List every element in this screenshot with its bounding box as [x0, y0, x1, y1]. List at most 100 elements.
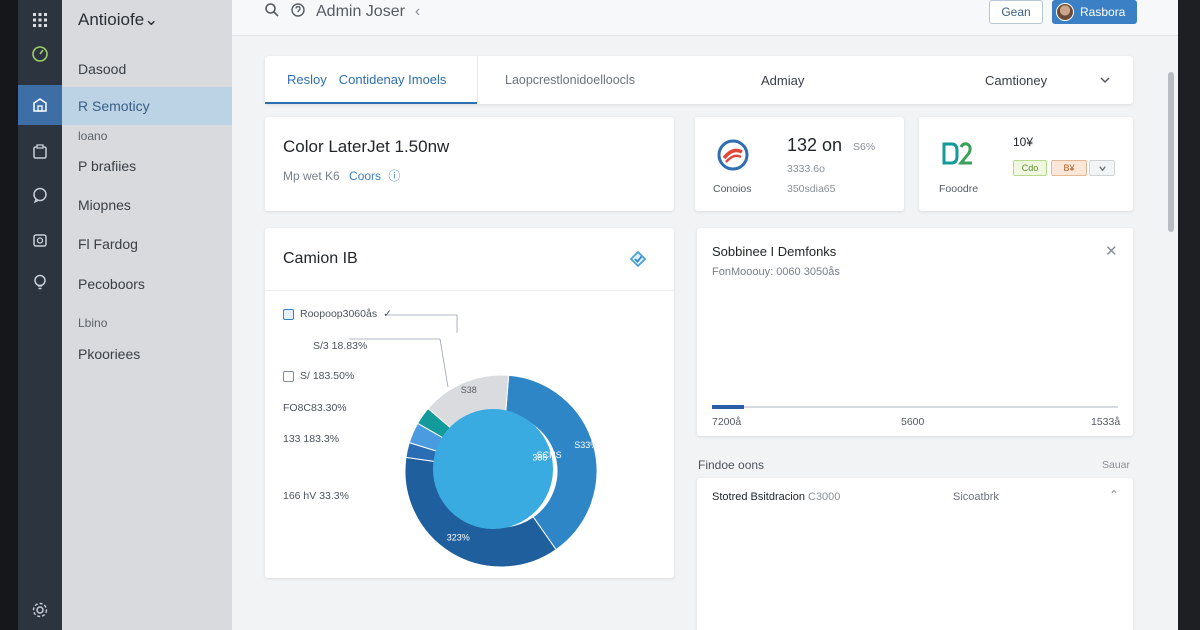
nav-sidebar: Antioiofe⌄ Dasood R Semoticy loano P bra…: [62, 0, 232, 630]
pie-title: Camion IB: [283, 250, 358, 267]
range-min-label: 7200å: [712, 416, 742, 428]
list-item-title[interactable]: Stotred Bsitdracion C3000: [712, 491, 840, 503]
range-slider[interactable]: [712, 405, 1118, 409]
product-card: Color LaterJet 1.50nw Mp wet K6 Coors ⓘ: [265, 117, 674, 211]
legend-item[interactable]: Roopoop3060ås ✓: [283, 308, 392, 320]
tab-divider: [477, 56, 478, 104]
list-item-title-text: Stotred Bsitdracion: [712, 491, 805, 503]
nav-item-funding[interactable]: Fl Fardog: [78, 236, 138, 252]
user-button[interactable]: Rasbora: [1052, 0, 1137, 24]
check-icon: ✓: [383, 308, 392, 320]
icon-rail: [18, 0, 62, 630]
gauge-icon[interactable]: [18, 34, 62, 74]
stat-caption: Fooodre: [939, 183, 979, 195]
stat-badge: S6%: [853, 141, 876, 153]
pie-data-label: 323%: [447, 533, 470, 543]
section-link[interactable]: Sauar: [1102, 459, 1131, 471]
nav-item-dashboard[interactable]: Dasood: [78, 61, 127, 77]
info-icon[interactable]: ⓘ: [388, 169, 401, 183]
stat-caption: Conoios: [713, 183, 752, 195]
stat-card-fooodre: 10¥ Cdo B¥ Fooodre: [919, 117, 1133, 211]
avatar: [1056, 3, 1074, 21]
refresh-icon[interactable]: [627, 248, 649, 275]
tab-bar: Resloy Contidenay Imoels Laopcrestlonido…: [265, 56, 1133, 104]
legend-checkbox[interactable]: [283, 308, 294, 320]
device-bezel-right: [1178, 0, 1200, 630]
range-subtitle: FonMooouy: 0060 3050ås: [712, 266, 840, 278]
range-mid-label: 5600: [901, 416, 925, 428]
status-chip-orange[interactable]: B¥: [1051, 160, 1087, 176]
pie-data-label: S33%: [574, 440, 598, 450]
pie-data-label: 388: [532, 452, 547, 462]
list-card: Stotred Bsitdracion C3000 Sicoatbrk ⌃: [697, 478, 1133, 630]
legend-item[interactable]: FO8C83.30%: [283, 402, 347, 414]
stat-sub: 3333.6o: [787, 163, 825, 175]
nav-item-profiles[interactable]: P brafiies: [78, 158, 137, 174]
chip-dropdown[interactable]: [1089, 160, 1115, 176]
grid-icon[interactable]: [18, 0, 62, 40]
range-max-label: 1533å: [1091, 416, 1121, 428]
product-meta: Mp wet K6 Coors ⓘ: [283, 167, 400, 184]
chevron-down-icon[interactable]: [1099, 56, 1111, 104]
building-icon[interactable]: [18, 85, 62, 125]
legend-label: S/3 18.83%: [313, 340, 368, 352]
gean-button[interactable]: Gean: [989, 0, 1043, 24]
scrollbar[interactable]: [1168, 72, 1174, 232]
stat-card-conoios: 132 on S6% 3333.6o Conoios 350sdia65: [695, 117, 904, 211]
app-title[interactable]: Antioiofe⌄: [78, 10, 159, 29]
nav-section-label: Lbino: [78, 316, 108, 330]
page-title: Admin Joser: [316, 3, 405, 20]
leader-line: [439, 338, 449, 388]
chevron-left-icon[interactable]: ‹: [414, 3, 421, 20]
tab-active[interactable]: Resloy Contidenay Imoels: [265, 56, 477, 104]
clipboard-icon[interactable]: [18, 132, 62, 172]
pie-chart-card: Camion IB SCHS 388 S38 323% S33% Roopoop3060…: [265, 228, 674, 578]
product-link[interactable]: Coors: [349, 169, 382, 183]
legend-item[interactable]: S/3 18.83%: [313, 340, 367, 352]
product-title: Color LaterJet 1.50nw: [283, 137, 450, 156]
stat-value: 132 on: [787, 135, 843, 155]
chevron-down-icon: [1098, 165, 1106, 171]
tab-label: Contidenay Imoels: [338, 71, 447, 87]
main-content: Admin Joser ‹ Gean Rasbora Resloy Contid…: [232, 0, 1178, 630]
tab-item[interactable]: Laopcrestlonidoelloocls: [505, 73, 635, 87]
chat-icon[interactable]: [18, 175, 62, 215]
nav-item-messages[interactable]: Miopnes: [78, 197, 131, 213]
help-icon[interactable]: [290, 2, 306, 23]
status-chip-green[interactable]: Cdo: [1013, 160, 1047, 176]
tab-item[interactable]: Admiay: [761, 72, 805, 88]
pie-slice[interactable]: [504, 374, 598, 551]
legend-item[interactable]: 166 hV 33.3%: [283, 490, 349, 502]
nav-item-resources[interactable]: Pecoboors: [78, 276, 145, 292]
legend-label: Roopoop3060ås: [300, 308, 378, 320]
legend-label: 133 183.3%: [283, 433, 340, 445]
section-heading: Findoe oons: [698, 458, 765, 472]
legend-label: S/ 183.50%: [300, 370, 355, 382]
nav-item-security[interactable]: R Semoticy: [62, 87, 232, 125]
legend-item[interactable]: 133 183.3%: [283, 433, 339, 445]
search-icon[interactable]: [264, 2, 280, 23]
user-button-label: Rasbora: [1080, 5, 1126, 19]
range-title: Sobbinee I Demfonks: [712, 244, 837, 259]
pie-center: [433, 409, 553, 529]
legend-checkbox[interactable]: [283, 370, 294, 382]
settings-icon[interactable]: [18, 590, 62, 630]
lightbulb-icon[interactable]: [18, 262, 62, 302]
breadcrumb: Admin Joser ‹: [264, 0, 420, 24]
pie-data-label: S38: [461, 385, 477, 395]
nav-item-priorities[interactable]: Pkooriees: [78, 346, 141, 362]
tab-item[interactable]: Camtioney: [985, 72, 1048, 88]
stat-top: 10¥: [1013, 135, 1034, 149]
pie-data-label: SCHS: [537, 450, 562, 460]
close-icon[interactable]: ✕: [1105, 243, 1118, 260]
range-card: Sobbinee I Demfonks FonMooouy: 0060 3050…: [697, 228, 1133, 436]
device-bezel-left: [0, 0, 18, 630]
legend-label: FO8C83.30%: [283, 402, 347, 414]
list-item-title-muted: C3000: [808, 491, 841, 503]
camera-icon[interactable]: [18, 220, 62, 260]
chevron-up-icon[interactable]: ⌃: [1109, 488, 1120, 502]
brand-logo-icon: [941, 141, 975, 172]
legend-label: 166 hV 33.3%: [283, 490, 349, 502]
legend-item[interactable]: S/ 183.50%: [283, 370, 354, 382]
